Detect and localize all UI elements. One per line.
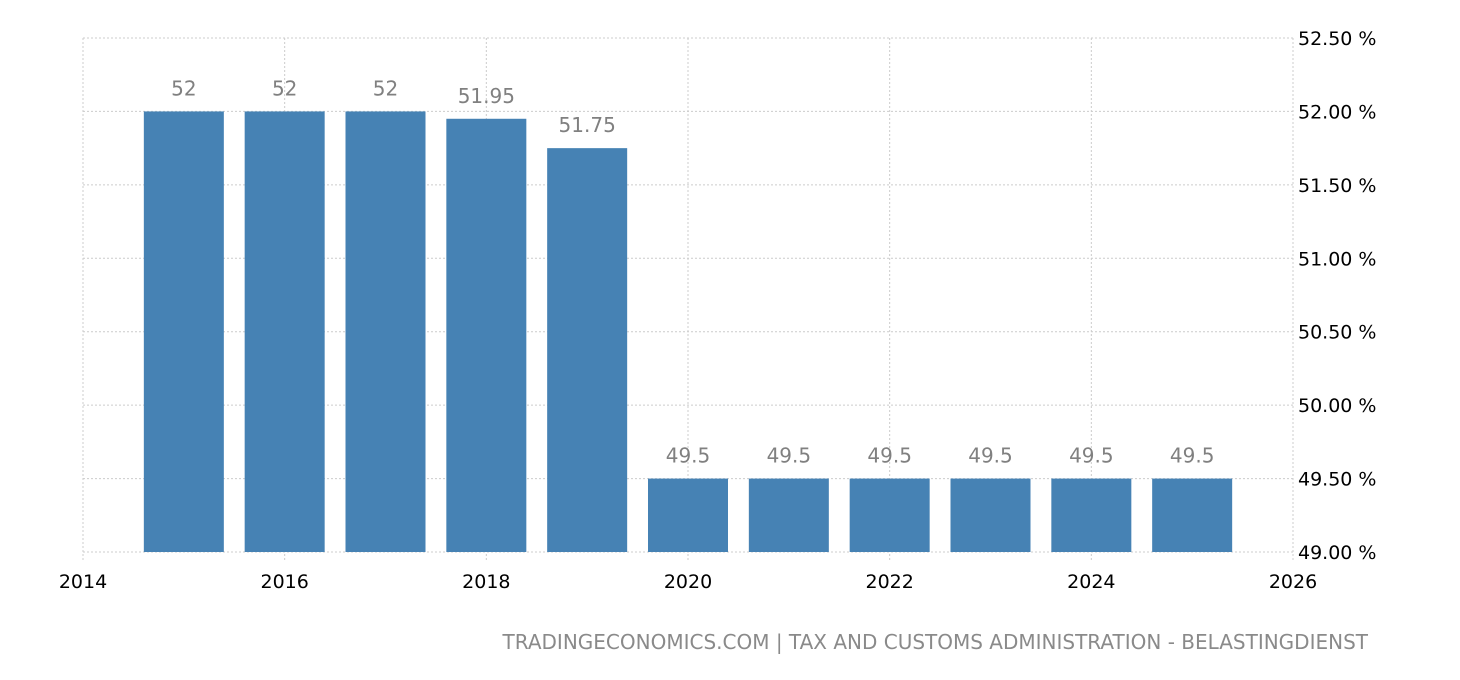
data-label: 49.5 <box>867 444 912 468</box>
data-label: 52 <box>272 76 297 100</box>
bar <box>849 478 930 552</box>
y-tick-label: 52.00 % <box>1298 101 1377 123</box>
bar <box>244 111 325 552</box>
data-label: 52 <box>171 76 196 100</box>
bar <box>648 478 728 552</box>
data-label: 51.95 <box>458 84 515 108</box>
data-label: 49.5 <box>1069 444 1114 468</box>
bar <box>1051 478 1132 552</box>
y-tick-label: 50.50 % <box>1298 322 1377 344</box>
data-label: 51.75 <box>559 113 616 137</box>
data-label: 49.5 <box>767 444 812 468</box>
bar <box>446 118 527 553</box>
y-tick-label: 51.00 % <box>1298 248 1377 270</box>
data-label: 49.5 <box>666 444 711 468</box>
y-tick-label: 52.50 % <box>1298 28 1377 50</box>
y-tick-label: 49.00 % <box>1298 542 1377 564</box>
x-tick-label: 2020 <box>664 571 712 593</box>
x-tick-label: 2026 <box>1269 571 1317 593</box>
y-tick-label: 49.50 % <box>1298 469 1377 491</box>
y-tick-label: 51.50 % <box>1298 175 1377 197</box>
bar <box>1152 478 1233 552</box>
data-label: 49.5 <box>968 444 1013 468</box>
bar <box>345 111 426 552</box>
bar <box>547 148 628 552</box>
x-tick-label: 2022 <box>865 571 913 593</box>
bar <box>748 478 829 552</box>
data-label: 52 <box>373 76 398 100</box>
data-label: 49.5 <box>1170 444 1215 468</box>
x-tick-label: 2018 <box>462 571 510 593</box>
x-tick-label: 2016 <box>260 571 308 593</box>
y-tick-label: 50.00 % <box>1298 395 1377 417</box>
source-footer: TRADINGECONOMICS.COM | TAX AND CUSTOMS A… <box>502 630 1368 654</box>
bar <box>950 478 1031 552</box>
x-tick-label: 2024 <box>1067 571 1115 593</box>
bar <box>143 111 224 552</box>
x-tick-label: 2014 <box>59 571 107 593</box>
